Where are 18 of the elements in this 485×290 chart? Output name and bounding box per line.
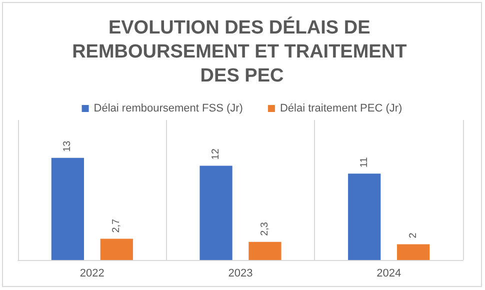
data-label: 2,3 bbox=[259, 222, 270, 236]
bar bbox=[248, 242, 282, 260]
chart-title: EVOLUTION DES DÉLAIS DE REMBOURSEMENT ET TRAITEMENT DES PEC bbox=[72, 16, 412, 86]
bar bbox=[396, 244, 430, 260]
data-label: 2,7 bbox=[111, 218, 122, 233]
data-label: 13 bbox=[62, 140, 74, 152]
bar bbox=[348, 174, 381, 260]
legend-label: Délai traitement PEC (Jr) bbox=[280, 102, 402, 114]
bar bbox=[100, 238, 133, 260]
x-tick-label: 2022 bbox=[80, 268, 104, 280]
data-label: 12 bbox=[210, 148, 222, 160]
data-label: 11 bbox=[358, 156, 370, 168]
x-tick-label: 2023 bbox=[228, 268, 253, 280]
bar bbox=[51, 158, 84, 260]
data-label: 2 bbox=[408, 232, 419, 238]
x-tick-label: 2024 bbox=[376, 268, 402, 280]
legend-label: Délai remboursement FSS (Jr) bbox=[94, 102, 243, 114]
bar bbox=[200, 166, 232, 260]
